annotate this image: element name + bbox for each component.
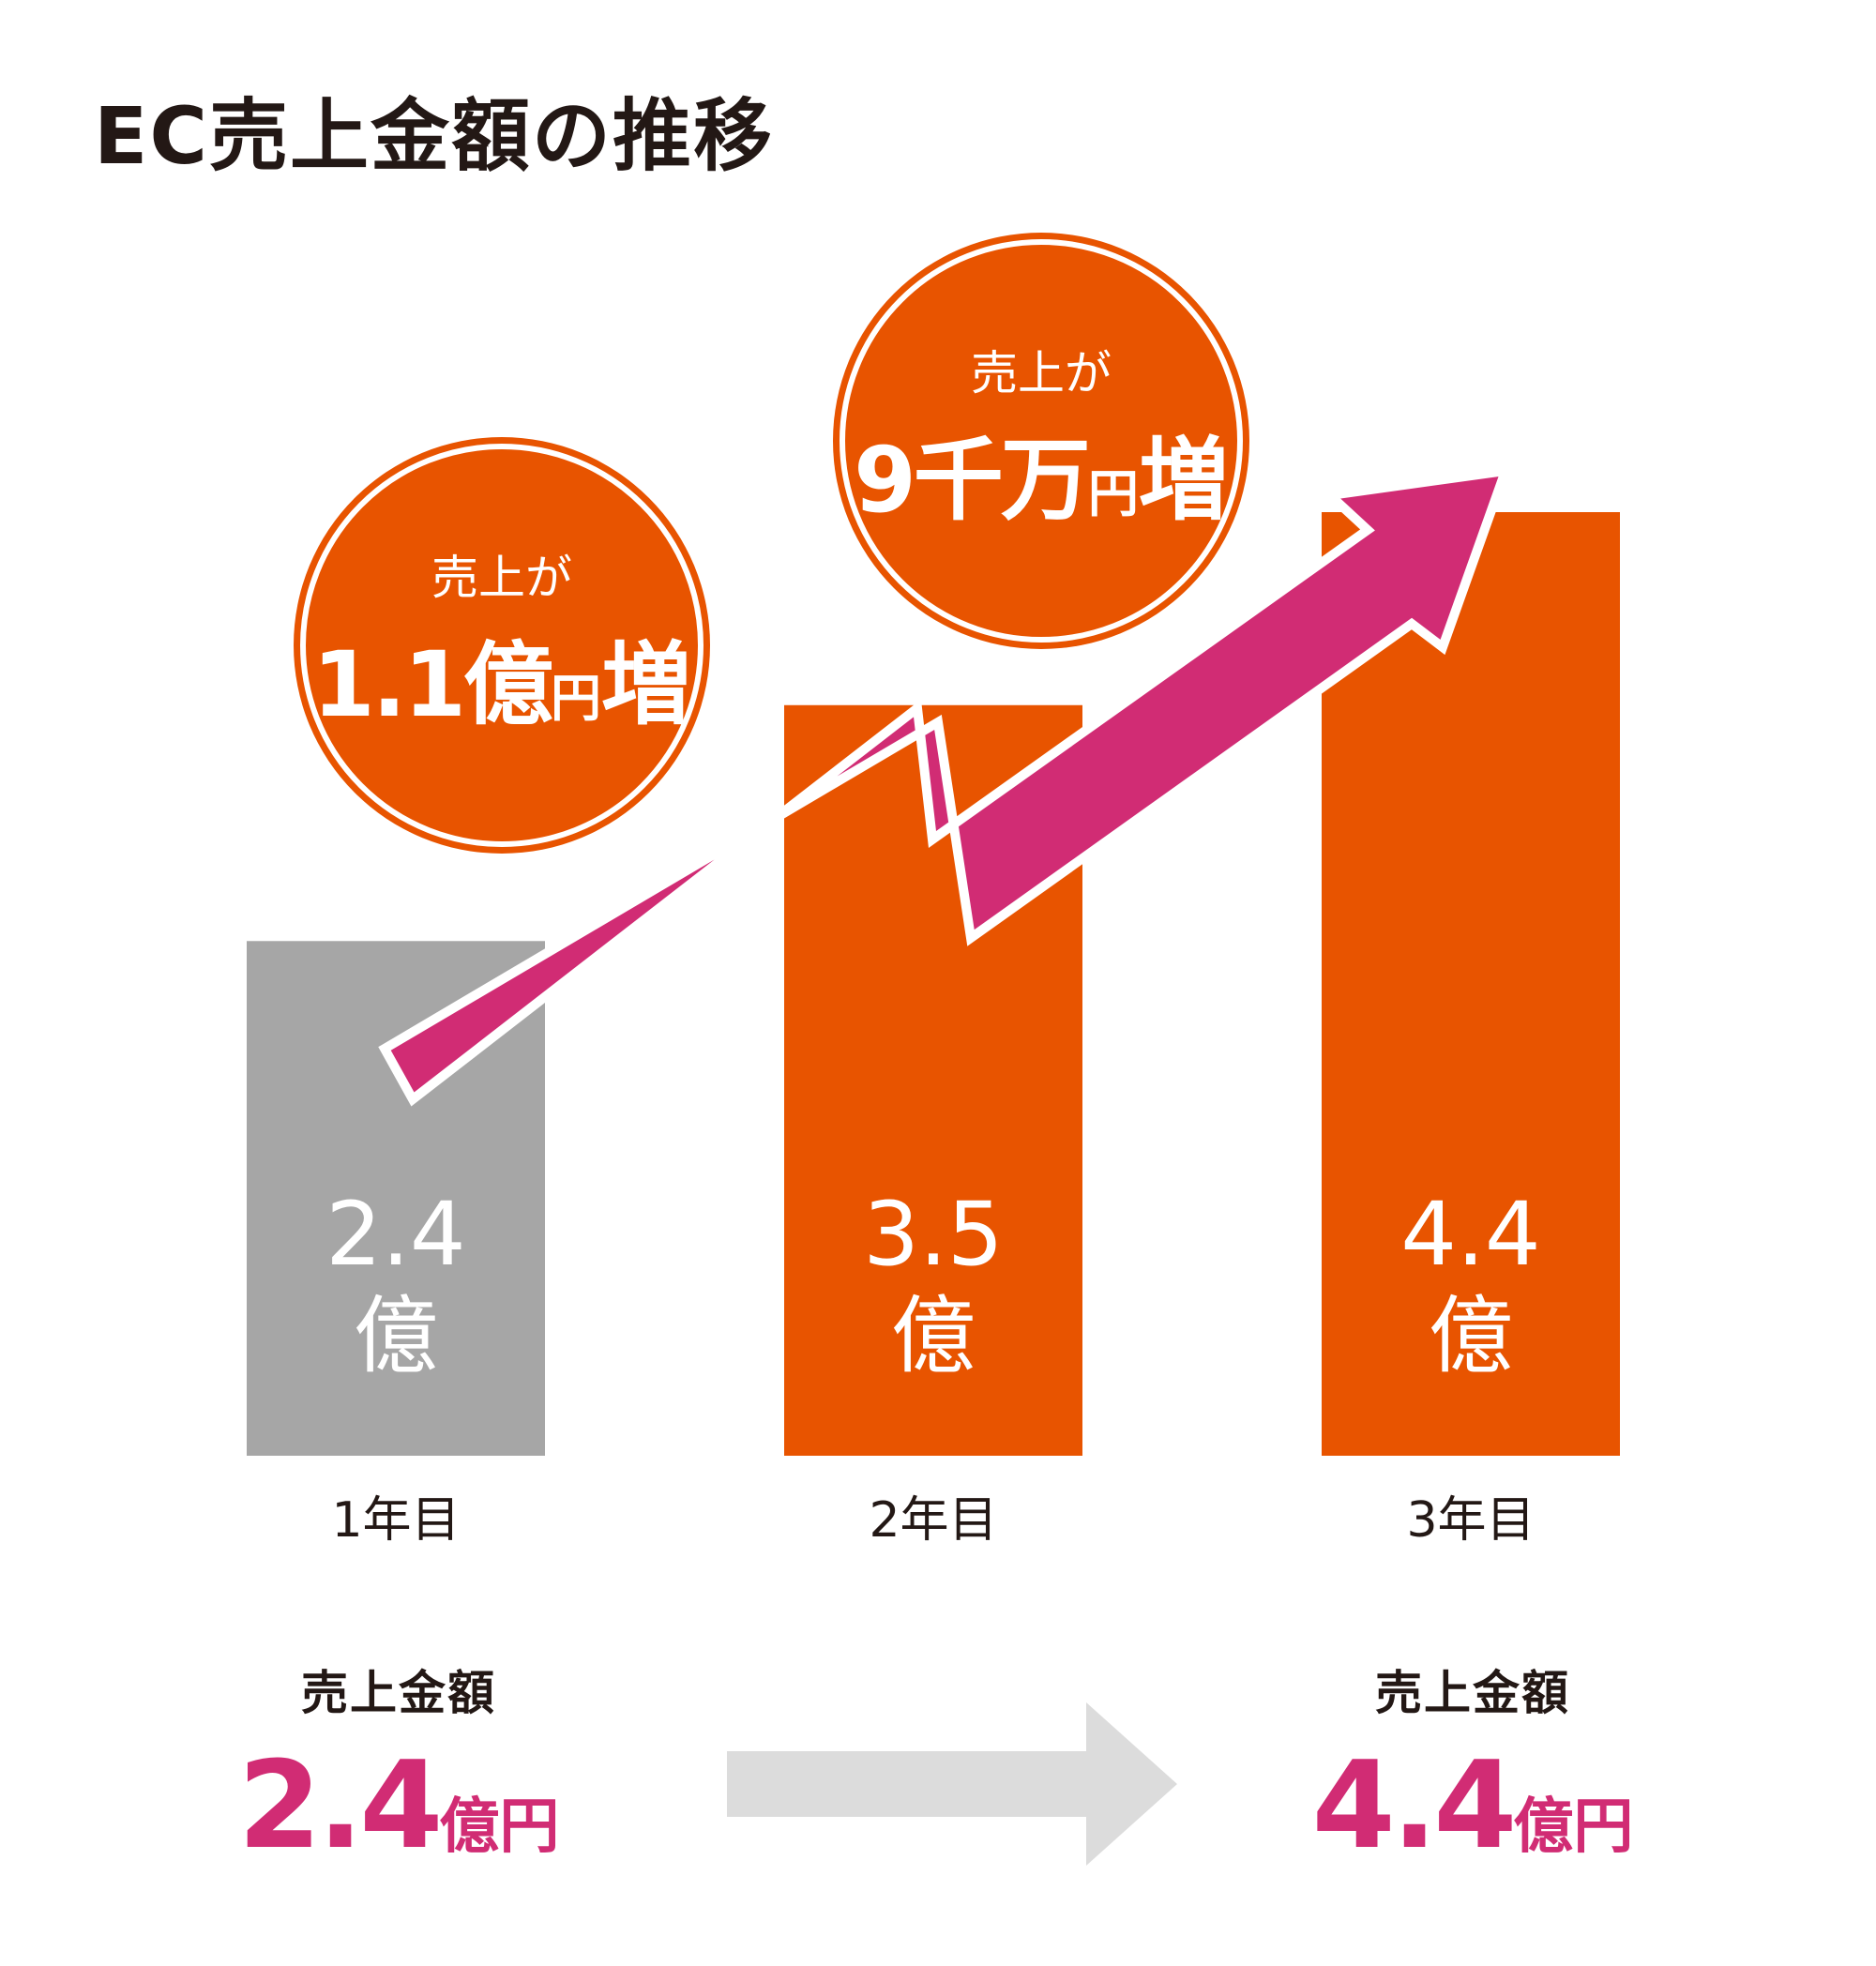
growth-flow-arrow [727, 1702, 1177, 1866]
bubble-ring-2 [840, 239, 1243, 643]
summary-end-unit: 億円 [1513, 1792, 1634, 1862]
chart-title: EC売上金額の推移 [94, 90, 775, 182]
bar-unit-3: 億 [1429, 1287, 1513, 1385]
bubble-unit-2: 円 [1088, 464, 1139, 523]
bubble-line1-2: 売上が [971, 346, 1112, 401]
bubble-outer-2 [833, 233, 1249, 649]
category-label-3: 3年目 [1406, 1492, 1535, 1549]
summary-end-label: 売上金額 [1375, 1666, 1570, 1720]
summary-start-unit: 億円 [439, 1792, 560, 1862]
bar-unit-1: 億 [354, 1287, 438, 1385]
category-label-1: 1年目 [331, 1492, 460, 1549]
summary-start-number: 2.4 [237, 1736, 444, 1876]
summary-start-label: 売上金額 [301, 1666, 496, 1720]
bar-value-1: 2.4 [325, 1184, 466, 1286]
summary-end-value: 4.4億円 [1210, 1736, 1735, 1876]
summary-start-value: 2.4億円 [136, 1736, 661, 1876]
summary-end-number: 4.4 [1311, 1736, 1518, 1876]
bubble-suffix-1: 増 [601, 632, 691, 737]
category-label-2: 2年目 [869, 1492, 997, 1549]
summary-end: 売上金額 4.4億円 [1210, 1656, 1735, 1876]
bubble-amount-2: 9千万 [854, 428, 1088, 533]
bubble-suffix-2: 増 [1139, 428, 1229, 533]
bubble-outer-1 [294, 437, 710, 854]
bubble-amount-1: 1.1億 [312, 632, 552, 737]
bubble-line1-1: 売上が [431, 551, 572, 605]
bar-unit-2: 億 [891, 1287, 976, 1385]
bar-value-3: 4.4 [1400, 1184, 1541, 1286]
bubble-line2-2: 9千万円増 [854, 428, 1229, 533]
bubble-unit-1: 円 [551, 669, 601, 728]
bar-3 [1322, 512, 1620, 1456]
bubble-ring-1 [300, 444, 704, 847]
bubble-line2-1: 1.1億円増 [312, 632, 691, 737]
increase-bubble-1: 売上が 1.1億円増 [294, 437, 710, 854]
growth-trend-arrow [378, 464, 1513, 1107]
increase-bubble-2: 売上が 9千万円増 [833, 233, 1249, 649]
summary-start: 売上金額 2.4億円 [136, 1656, 661, 1876]
bar-value-2: 3.5 [863, 1184, 1004, 1286]
